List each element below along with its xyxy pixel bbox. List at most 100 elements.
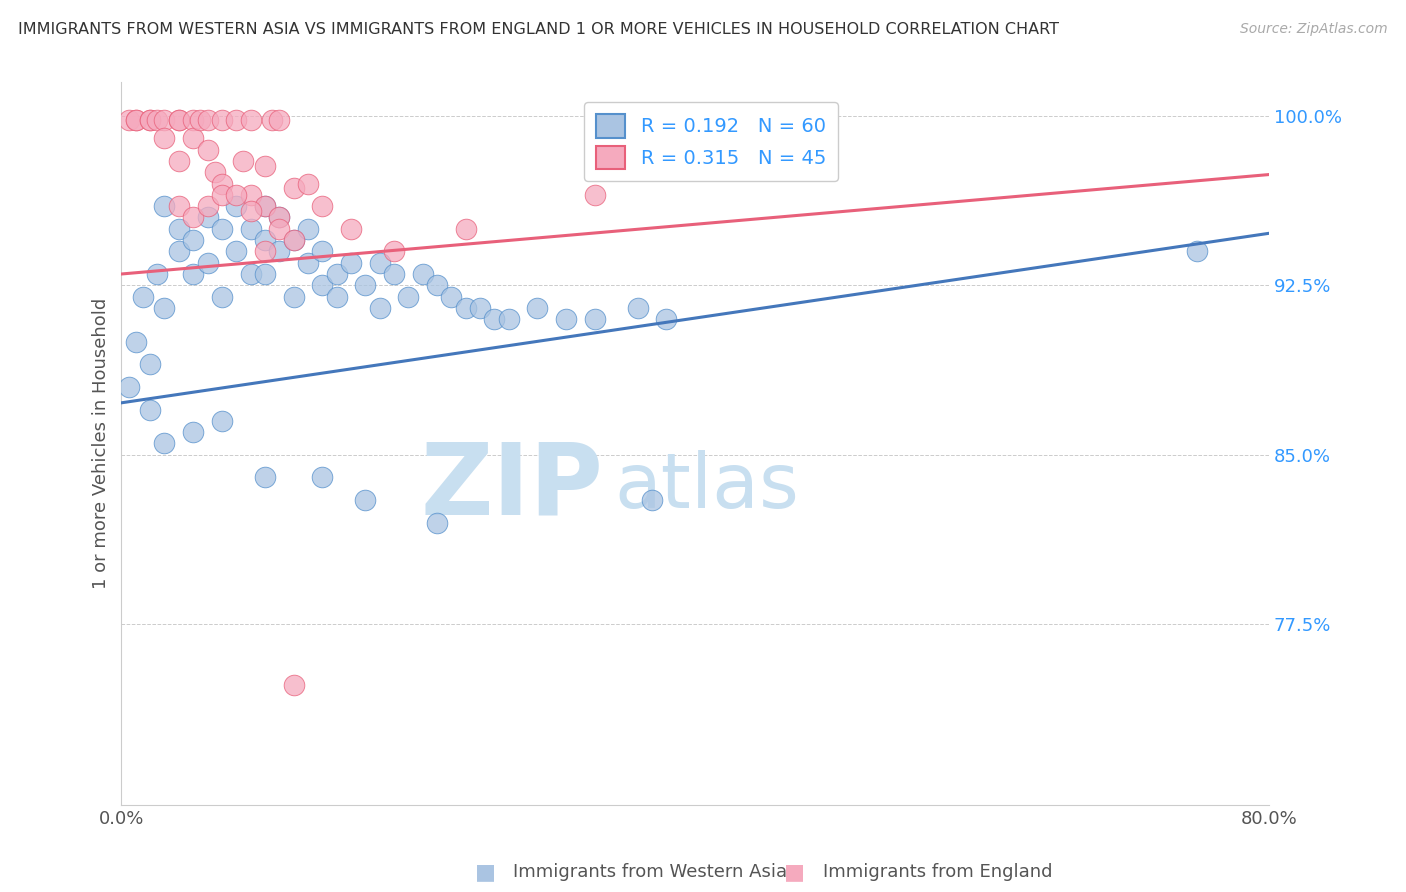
Point [225,199,247,213]
Point [197,211,219,225]
Point [211,290,233,304]
Point [211,113,233,128]
Point [239,203,262,218]
Point [627,301,650,315]
Point [153,301,176,315]
Point [498,312,520,326]
Point [125,113,148,128]
Point [204,165,226,179]
Point [583,312,606,326]
Point [354,278,377,293]
Point [197,199,219,213]
Point [283,290,305,304]
Point [325,290,347,304]
Point [468,301,491,315]
Point [253,267,276,281]
Point [396,290,419,304]
Point [211,414,233,428]
Point [139,113,162,128]
Point [181,131,204,145]
Point [211,187,233,202]
Point [368,256,391,270]
Point [225,113,247,128]
Text: ■: ■ [475,863,495,882]
Point [253,244,276,259]
Point [641,493,664,508]
Point [117,380,139,394]
Point [297,221,319,235]
Point [167,113,190,128]
Point [125,113,148,128]
Point [181,233,204,247]
Point [283,678,305,692]
Point [526,301,548,315]
Point [655,312,678,326]
Point [167,113,190,128]
Point [146,267,169,281]
Point [188,113,211,128]
Point [325,267,347,281]
Point [382,267,405,281]
Point [146,113,169,128]
Point [440,290,463,304]
Point [283,233,305,247]
Point [139,358,162,372]
Point [239,267,262,281]
Point [167,153,190,168]
Point [269,221,291,235]
Text: atlas: atlas [614,450,800,524]
Point [139,402,162,417]
Point [311,470,333,484]
Point [412,267,434,281]
Point [253,199,276,213]
Point [340,221,363,235]
Point [311,278,333,293]
Point [181,425,204,440]
Point [239,187,262,202]
Point [583,187,606,202]
Point [253,470,276,484]
Point [153,199,176,213]
Point [181,211,204,225]
Point [197,113,219,128]
Point [125,334,148,349]
Point [139,113,162,128]
Point [368,301,391,315]
Point [454,221,477,235]
Point [253,199,276,213]
Y-axis label: 1 or more Vehicles in Household: 1 or more Vehicles in Household [93,298,110,589]
Point [269,211,291,225]
Point [484,312,506,326]
Point [153,113,176,128]
Point [167,244,190,259]
Point [555,312,578,326]
Point [225,187,247,202]
Point [426,278,449,293]
Point [340,256,363,270]
Point [269,113,291,128]
Point [132,290,155,304]
Text: ■: ■ [785,863,804,882]
Point [283,181,305,195]
Point [117,113,139,128]
Point [153,436,176,450]
Point [354,493,377,508]
Point [239,221,262,235]
Point [382,244,405,259]
Point [1187,244,1209,259]
Point [232,153,254,168]
Point [253,159,276,173]
Point [269,211,291,225]
Point [211,177,233,191]
Point [253,233,276,247]
Point [197,143,219,157]
Point [181,113,204,128]
Point [225,244,247,259]
Point [426,516,449,530]
Point [454,301,477,315]
Point [167,199,190,213]
Text: Immigrants from England: Immigrants from England [823,863,1052,881]
Text: IMMIGRANTS FROM WESTERN ASIA VS IMMIGRANTS FROM ENGLAND 1 OR MORE VEHICLES IN HO: IMMIGRANTS FROM WESTERN ASIA VS IMMIGRAN… [18,22,1059,37]
Point [260,113,283,128]
Text: Immigrants from Western Asia: Immigrants from Western Asia [513,863,787,881]
